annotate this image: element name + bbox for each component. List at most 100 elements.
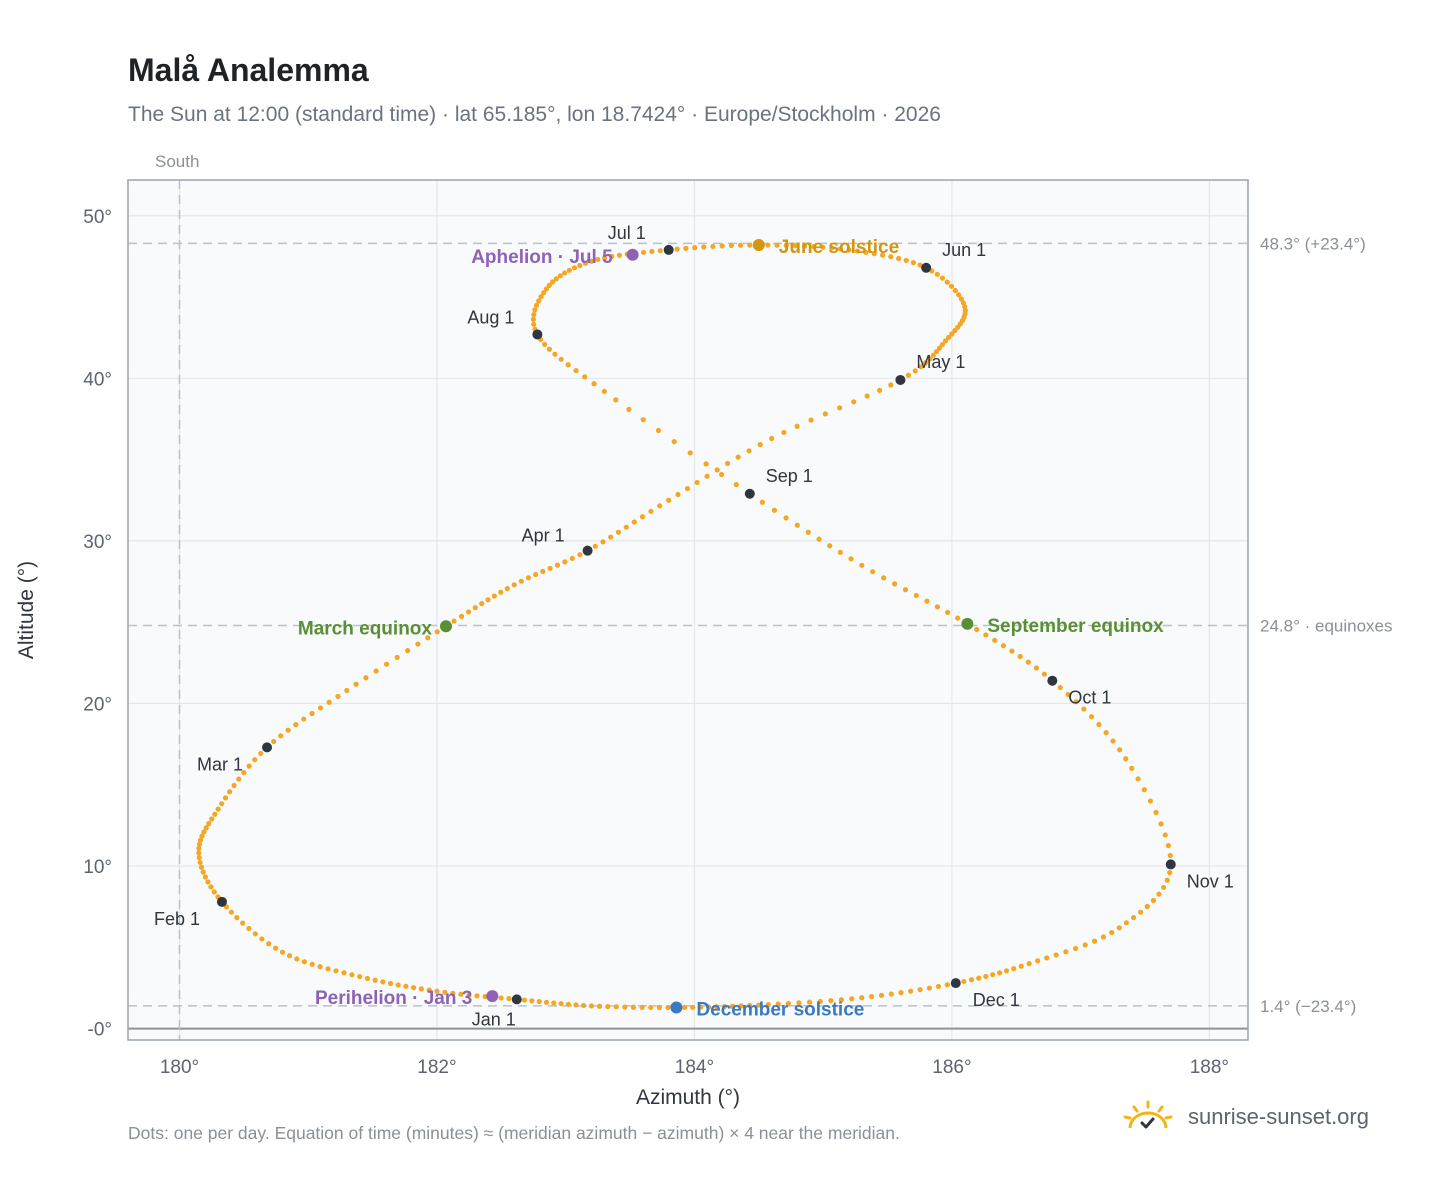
daily-point [877, 387, 883, 393]
y-tick-label: -0° [88, 1020, 113, 1041]
daily-point [199, 833, 205, 839]
daily-point [719, 243, 725, 249]
daily-point [879, 252, 886, 258]
daily-point [271, 738, 277, 745]
daily-point [816, 536, 822, 542]
y-axis-label: Altitude (°) [15, 561, 38, 659]
daily-point [1162, 832, 1168, 838]
daily-point [683, 245, 689, 251]
daily-point [518, 578, 524, 584]
daily-point [344, 687, 350, 694]
daily-point [434, 988, 440, 994]
daily-point [577, 552, 583, 558]
daily-point [349, 972, 355, 978]
daily-point [383, 661, 390, 667]
daily-point [783, 242, 789, 248]
daily-point [775, 1001, 781, 1007]
daily-point [939, 341, 945, 348]
daily-point [197, 859, 203, 866]
daily-point [1081, 706, 1087, 712]
daily-point [639, 1004, 645, 1010]
daily-point [926, 985, 932, 991]
daily-point [949, 331, 955, 337]
daily-point [562, 559, 568, 565]
daily-point [960, 300, 967, 306]
daily-point [543, 999, 550, 1005]
daily-point [596, 1003, 603, 1009]
daily-point [802, 243, 808, 249]
daily-point [854, 248, 860, 254]
daily-point [930, 352, 936, 358]
daily-point [479, 601, 485, 607]
daily-point [1150, 897, 1157, 904]
daily-point [891, 581, 898, 587]
daily-point [684, 485, 691, 492]
brand[interactable]: sunrise-sunset.org [1120, 1100, 1369, 1134]
daily-point [913, 592, 919, 599]
daily-point [558, 356, 564, 362]
daily-point [698, 1004, 704, 1010]
reference-lines: 48.3° (+23.4°) 24.8° · equinoxes 1.4° (−23… [128, 234, 1393, 1016]
daily-point [714, 467, 720, 473]
daily-point [724, 460, 731, 467]
daily-point [905, 372, 912, 378]
daily-point [506, 996, 512, 1002]
daily-point [1110, 738, 1116, 744]
month-label: Aug 1 [467, 307, 514, 327]
event-marker [752, 239, 765, 252]
daily-point [781, 429, 787, 436]
daily-point [521, 997, 528, 1003]
daily-point [569, 555, 575, 562]
daily-point [666, 497, 672, 503]
daily-point [1103, 730, 1109, 736]
daily-point [771, 507, 778, 513]
daily-point [201, 829, 207, 835]
daily-point [837, 246, 844, 252]
daily-point [1116, 925, 1122, 931]
daily-point [1153, 809, 1159, 816]
daily-point [197, 837, 204, 843]
daily-point [675, 491, 681, 498]
reference-line-label: 48.3° (+23.4°) [1260, 234, 1366, 253]
daily-point [219, 801, 225, 807]
daily-point [936, 345, 943, 351]
daily-point [1057, 684, 1063, 691]
daily-point [820, 244, 826, 250]
daily-point [279, 949, 286, 955]
daily-point [896, 255, 902, 262]
daily-point [1026, 960, 1032, 967]
daily-point [1065, 691, 1071, 698]
daily-point [829, 245, 835, 251]
month-label: Feb 1 [154, 909, 200, 929]
daily-point [285, 727, 291, 733]
daily-point [933, 349, 940, 355]
daily-point [372, 977, 378, 983]
daily-point [595, 256, 601, 263]
daily-point [1109, 929, 1115, 936]
daily-point [939, 275, 946, 281]
month-marker [950, 978, 961, 989]
daily-point [888, 382, 894, 388]
daily-point [373, 668, 379, 674]
event-label: December solstice [696, 999, 864, 1020]
daily-point [996, 970, 1003, 976]
month-marker [1047, 675, 1058, 686]
daily-point [542, 341, 548, 347]
daily-point [566, 267, 572, 273]
daily-point [805, 529, 811, 535]
daily-point [353, 681, 359, 687]
daily-point [878, 992, 885, 998]
event-label: March equinox [298, 618, 433, 639]
daily-point [794, 423, 800, 429]
daily-point [757, 441, 763, 448]
daily-point [1035, 958, 1041, 964]
daily-point [234, 915, 240, 921]
daily-point [849, 996, 855, 1002]
daily-point [808, 417, 814, 423]
daily-point [827, 543, 833, 549]
daily-point [1025, 659, 1031, 665]
daily-point [246, 763, 252, 769]
daily-point [591, 381, 597, 387]
daily-point [466, 992, 472, 998]
daily-point [822, 411, 828, 417]
